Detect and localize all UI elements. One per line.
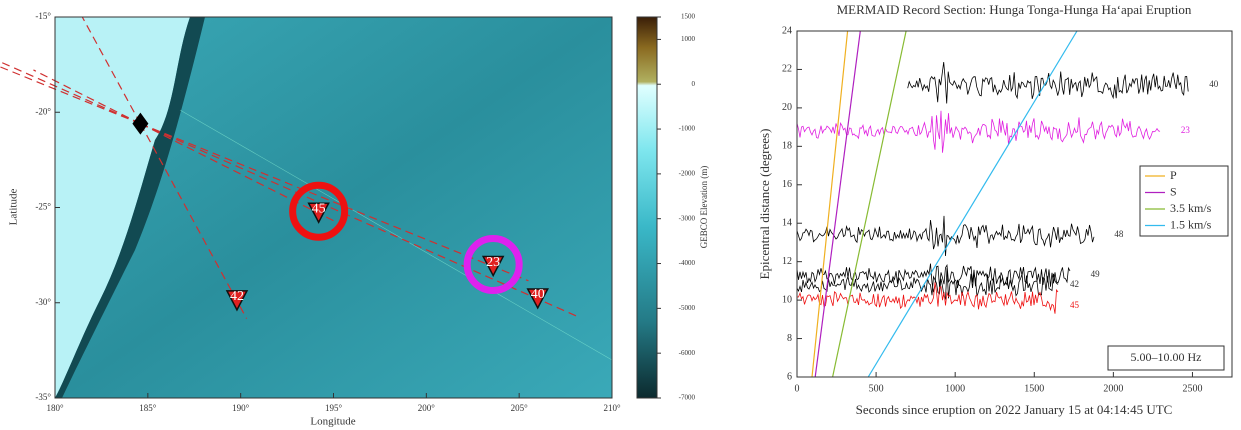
trace-label: 42 [1070, 279, 1079, 289]
trace-label: 40 [1209, 79, 1219, 89]
x-tick-label: 205° [511, 403, 529, 413]
y-tick-label: 20 [782, 102, 792, 113]
station-label: 45 [312, 201, 326, 216]
colorbar-tick-label: -2000 [679, 169, 696, 177]
x-tick-label: 180° [46, 403, 64, 413]
y-axis-label: Latitude [8, 189, 20, 226]
x-tick-label: 200° [418, 403, 436, 413]
y-tick-label: 14 [782, 218, 792, 229]
y-tick-label: 10 [782, 294, 792, 305]
colorbar-label: GEBCO Elevation (m) [699, 166, 709, 249]
y-tick-label: 24 [782, 25, 792, 36]
x-tick-label: 2500 [1182, 383, 1202, 394]
y-tick-label: -35° [35, 392, 51, 402]
figure: 42 45 23 40 GEBCO Elevation (m) Longitude L… [0, 0, 1241, 430]
y-tick-label: 8 [787, 333, 792, 344]
x-tick-label: 2000 [1103, 383, 1123, 394]
trace [797, 282, 1058, 313]
colorbar-tick-label: 1000 [681, 35, 696, 43]
legend-label: 1.5 km/s [1170, 217, 1212, 231]
colorbar-tick-label: -4000 [679, 259, 696, 267]
station-label: 42 [230, 289, 244, 304]
x-tick-label: 185° [139, 403, 157, 413]
trace-label: 45 [1070, 300, 1080, 310]
x-tick-label: 190° [232, 403, 250, 413]
x-tick-label: 195° [325, 403, 343, 413]
x-axis-label: Seconds since eruption on 2022 January 1… [856, 402, 1173, 417]
y-tick-label: -25° [35, 202, 51, 212]
legend-label: S [1170, 184, 1177, 198]
trace-label: 48 [1114, 229, 1124, 239]
trace-label: 23 [1181, 125, 1191, 135]
y-tick-label: 18 [782, 141, 792, 152]
colorbar-tick-label: -6000 [679, 349, 696, 357]
colorbar-tick-label: -3000 [679, 214, 696, 222]
y-tick-label: -20° [35, 106, 51, 116]
colorbar-tick-label: 1500 [681, 13, 696, 21]
colorbar-tick-label: -5000 [679, 304, 696, 312]
velocity-line [812, 31, 848, 377]
colorbar-tick-label: 0 [692, 80, 696, 88]
map-panel: 42 45 23 40 GEBCO Elevation (m) Longitude L… [0, 17, 709, 428]
legend-label: P [1170, 168, 1177, 182]
x-tick-label: 1000 [945, 383, 965, 394]
velocity-line [833, 31, 907, 377]
trace-label: 49 [1091, 269, 1101, 279]
y-tick-label: -30° [35, 297, 51, 307]
velocity-line [815, 31, 860, 377]
station-label: 40 [531, 287, 545, 302]
x-tick-label: 1500 [1024, 383, 1044, 394]
x-tick-label: 0 [795, 383, 800, 394]
legend-label: 3.5 km/s [1170, 201, 1212, 215]
annotation: 5.00–10.00 Hz [1131, 350, 1202, 364]
velocity-line [868, 31, 1077, 377]
x-axis-label: Longitude [310, 416, 355, 428]
trace [908, 62, 1188, 104]
colorbar [637, 17, 657, 398]
station-label: 23 [486, 255, 500, 270]
plot-area [797, 31, 1188, 377]
y-tick-label: -15° [35, 11, 51, 21]
y-axis-label: Epicentral distance (degrees) [757, 129, 772, 280]
chart-title: MERMAID Record Section: Hunga Tonga-Hung… [837, 2, 1192, 17]
y-tick-label: 22 [782, 64, 792, 75]
y-tick-label: 6 [787, 371, 792, 382]
x-tick-label: 210° [603, 403, 621, 413]
x-tick-label: 500 [869, 383, 884, 394]
y-tick-label: 12 [782, 256, 792, 267]
colorbar-tick-label: -7000 [679, 394, 696, 402]
y-tick-label: 16 [782, 179, 792, 190]
trace [797, 111, 1160, 153]
colorbar-tick-label: -1000 [679, 125, 696, 133]
